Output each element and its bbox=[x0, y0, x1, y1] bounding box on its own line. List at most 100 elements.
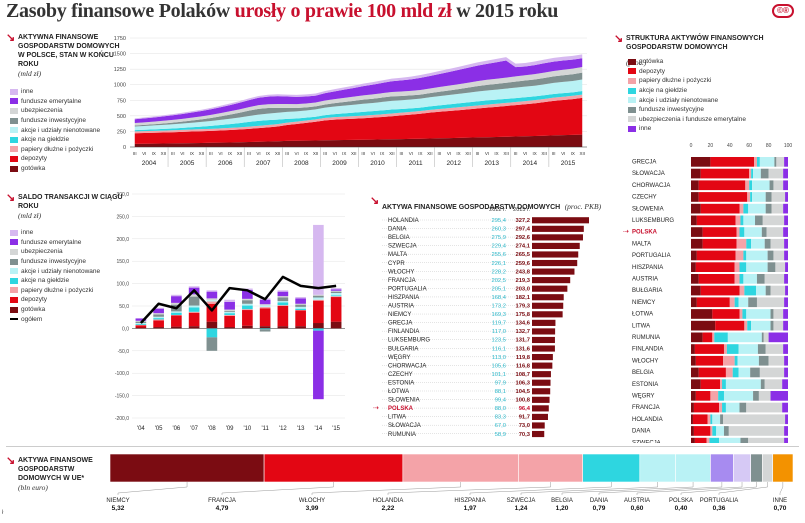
ue-segment bbox=[639, 453, 676, 483]
structure-segment bbox=[715, 320, 745, 331]
gdp-bar bbox=[532, 336, 555, 344]
structure-segment bbox=[765, 203, 772, 214]
arrow-icon: ↘ bbox=[6, 32, 16, 44]
bar-segment bbox=[277, 302, 289, 306]
bar-segment bbox=[242, 305, 253, 310]
legend-item: fundusze inwestycyjne bbox=[10, 257, 100, 267]
year-label: 2011 bbox=[409, 160, 423, 167]
legend-label: akcje i udziały nienotowane bbox=[21, 267, 101, 275]
bar-segment bbox=[135, 323, 147, 324]
gdp-bar bbox=[532, 371, 551, 378]
country-label: BUŁGARIA bbox=[388, 346, 418, 352]
legend-swatch bbox=[628, 68, 636, 75]
value-2012: 119,7 bbox=[492, 321, 506, 327]
structure-segment bbox=[773, 320, 784, 331]
legend-item: akcje na giełdzie bbox=[628, 86, 746, 96]
country-label: DANIA bbox=[388, 227, 406, 233]
quarter-label: XII bbox=[351, 151, 357, 156]
structure-segment bbox=[739, 227, 745, 237]
y-tick-label: 1250 bbox=[114, 67, 126, 73]
structure-segment bbox=[691, 215, 697, 226]
structure-segment bbox=[727, 332, 762, 343]
value-2015: 106,3 bbox=[515, 380, 530, 386]
bar-segment bbox=[259, 299, 271, 305]
structure-segment bbox=[783, 344, 788, 354]
legend-item: ubezpieczenia bbox=[10, 247, 100, 257]
x-tick-label: '09 bbox=[226, 426, 234, 432]
structure-segment bbox=[755, 215, 763, 226]
quarter-label: IX bbox=[342, 151, 346, 156]
structure-segment bbox=[691, 262, 696, 272]
structure-segment bbox=[698, 192, 748, 202]
legend-swatch bbox=[10, 88, 18, 95]
gdp-title: Aktywa finansowe gospodarstw domowych bbox=[382, 204, 561, 211]
legend-label: inne bbox=[21, 88, 34, 96]
legend-label: fundusze emerytalne bbox=[21, 97, 82, 105]
bar-segment bbox=[153, 327, 164, 329]
structure-segment bbox=[691, 250, 697, 261]
quarter-label: XII bbox=[389, 151, 395, 156]
structure-segment bbox=[722, 379, 726, 389]
area-series-6 bbox=[134, 66, 583, 126]
gdp-bar bbox=[532, 345, 555, 352]
structure-segment bbox=[691, 355, 696, 366]
structure-segment bbox=[712, 414, 721, 425]
structure-segment bbox=[751, 168, 754, 179]
bar-segment bbox=[224, 309, 235, 311]
country-label: DANIA bbox=[632, 429, 650, 435]
legend-item: papiery dłużne i pożyczki bbox=[628, 76, 746, 86]
ue-leader-line bbox=[680, 482, 757, 495]
y-tick-label: -200,0 bbox=[115, 416, 129, 422]
bar-segment bbox=[330, 295, 342, 297]
bar-segment bbox=[277, 296, 289, 298]
structure-title: Struktura aktywów finansowych gospodarst… bbox=[626, 35, 764, 51]
structure-segment bbox=[739, 203, 744, 214]
legend-label: depozyty bbox=[21, 296, 48, 304]
bar-segment bbox=[330, 297, 342, 322]
structure-segment bbox=[783, 180, 788, 191]
gdp-unit: (proc. PKB) bbox=[564, 202, 602, 211]
structure-segment bbox=[746, 238, 752, 249]
value-2012: 173,2 bbox=[491, 304, 506, 310]
country-label: SŁOWENIA bbox=[388, 398, 420, 404]
ue-country-label: AUSTRIA bbox=[624, 498, 650, 504]
quarter-label: IX bbox=[228, 151, 232, 156]
structure-segment bbox=[785, 192, 788, 202]
ue-leader-line bbox=[117, 482, 188, 495]
value-2012: 202,5 bbox=[491, 278, 506, 284]
gdp-bar bbox=[532, 285, 568, 292]
bar-segment bbox=[313, 330, 324, 400]
ue-segment bbox=[109, 453, 265, 483]
structure-segment bbox=[723, 391, 754, 401]
y-tick-label: 750 bbox=[117, 98, 126, 104]
flows-header: ↘ Saldo transakcji w ciągu roku (mld zł) bbox=[6, 192, 128, 220]
country-label: AUSTRIA bbox=[388, 304, 414, 310]
legend-swatch bbox=[10, 127, 18, 134]
col-2015-header: 2015 r. bbox=[513, 207, 530, 213]
year-label: 2007 bbox=[256, 160, 271, 167]
ue-country-label: WŁOCHY bbox=[299, 498, 325, 504]
legend-label: inne bbox=[639, 125, 652, 133]
structure-segment bbox=[746, 309, 771, 319]
quarter-label: III bbox=[438, 151, 442, 156]
structure-segment bbox=[759, 157, 775, 167]
bar-segment bbox=[153, 307, 164, 309]
x-tick-label: '06 bbox=[172, 426, 180, 432]
structure-segment bbox=[740, 215, 744, 226]
quarter-label: XII bbox=[161, 151, 167, 156]
country-label: SŁOWACJA bbox=[632, 171, 665, 177]
ue-country-label: INNE bbox=[773, 498, 787, 504]
country-label: WŁOCHY bbox=[388, 269, 414, 275]
structure-segment bbox=[725, 402, 740, 413]
bar-segment bbox=[224, 327, 235, 329]
structure-segment bbox=[764, 238, 771, 249]
structure-segment bbox=[785, 262, 788, 272]
bar-segment bbox=[206, 328, 218, 338]
gdp-bar bbox=[532, 422, 545, 429]
quarter-label: VI bbox=[409, 151, 413, 156]
structure-segment bbox=[758, 391, 771, 401]
structure-segment bbox=[784, 355, 788, 366]
structure-segment bbox=[756, 297, 785, 308]
structure-segment bbox=[726, 344, 739, 354]
structure-segment bbox=[764, 379, 783, 389]
